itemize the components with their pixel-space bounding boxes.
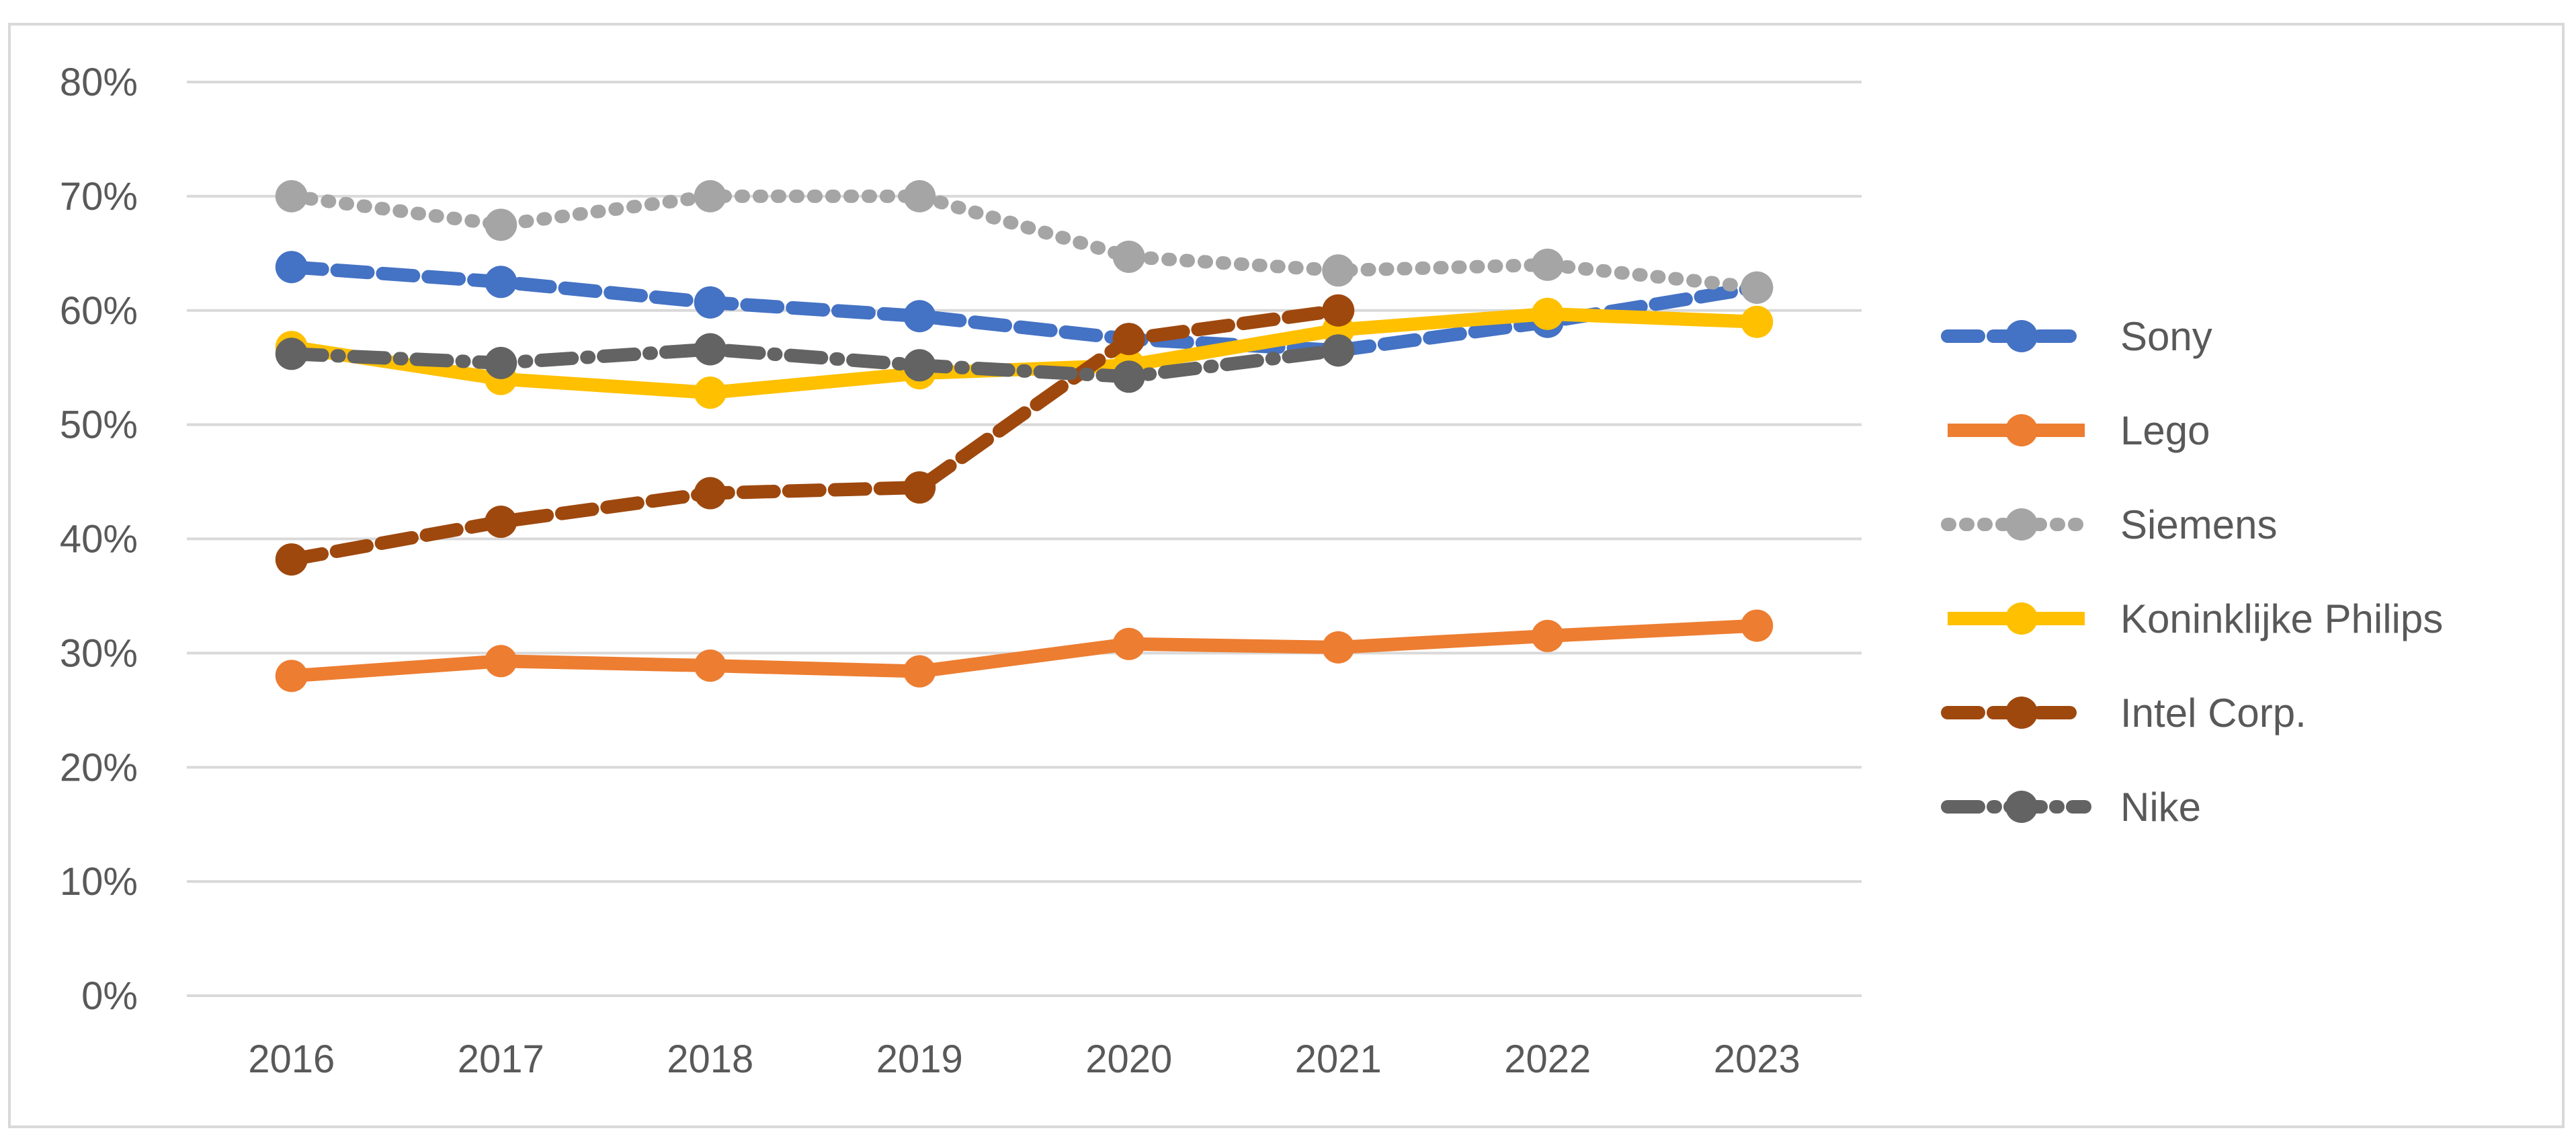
y-tick-label: 40% xyxy=(60,518,138,561)
series-siemens xyxy=(275,180,1774,304)
legend-item[interactable]: Koninklijke Philips xyxy=(1948,596,2443,641)
data-point xyxy=(1112,240,1145,273)
series-line xyxy=(284,260,1764,358)
data-point xyxy=(694,477,726,510)
data-point xyxy=(1322,294,1355,327)
series-line xyxy=(291,619,1757,683)
legend-label: Lego xyxy=(2120,408,2210,453)
data-point xyxy=(1531,248,1564,281)
x-tick-label: 2022 xyxy=(1504,1037,1591,1081)
legend[interactable]: Sony Lego Siemens Koninklijke Philips Intel … xyxy=(1941,314,2443,830)
series-nike xyxy=(275,333,1355,393)
data-point xyxy=(1741,609,1774,642)
data-point xyxy=(1322,631,1355,664)
data-point xyxy=(694,333,726,366)
data-point xyxy=(1112,360,1145,393)
chart-border xyxy=(8,23,2565,1128)
gridlines xyxy=(187,81,1862,997)
data-point xyxy=(903,180,936,212)
legend-marker xyxy=(2005,320,2038,352)
data-point xyxy=(485,266,517,299)
x-tick-label: 2016 xyxy=(248,1037,335,1081)
data-point xyxy=(1531,619,1564,652)
x-tick-label: 2018 xyxy=(667,1037,753,1081)
data-point xyxy=(903,471,936,504)
data-point xyxy=(485,208,517,241)
legend-item[interactable]: Sony xyxy=(1941,314,2212,359)
x-tick-label: 2023 xyxy=(1714,1037,1800,1081)
x-tick-label: 2021 xyxy=(1295,1037,1382,1081)
data-point xyxy=(275,251,308,284)
legend-item[interactable]: Intel Corp. xyxy=(1941,690,2307,736)
data-point xyxy=(1531,297,1564,330)
y-tick-label: 50% xyxy=(60,403,138,447)
data-point xyxy=(903,655,936,688)
y-axis: 0% 10% 20% 30% 40% 50% 60% 70% 80% xyxy=(60,61,138,1018)
data-point xyxy=(1112,323,1145,356)
x-tick-label: 2020 xyxy=(1085,1037,1172,1081)
series-lego xyxy=(275,609,1774,693)
legend-marker xyxy=(2005,791,2038,823)
data-point xyxy=(903,349,936,382)
y-tick-label: 80% xyxy=(60,61,138,104)
series-line xyxy=(284,189,1764,294)
legend-item[interactable]: Siemens xyxy=(1941,502,2277,547)
data-point xyxy=(694,286,726,319)
y-tick-label: 30% xyxy=(60,631,138,675)
data-point xyxy=(694,180,726,212)
y-tick-label: 0% xyxy=(81,974,138,1018)
legend-item[interactable]: Nike xyxy=(1941,785,2201,830)
data-point xyxy=(903,300,936,333)
legend-label: Siemens xyxy=(2120,502,2277,547)
x-axis: 2016 2017 2018 2019 2020 2021 2022 2023 xyxy=(248,1037,1800,1081)
legend-label: Koninklijke Philips xyxy=(2120,596,2443,641)
y-tick-label: 70% xyxy=(60,175,138,219)
data-point xyxy=(275,543,308,576)
data-point xyxy=(485,645,517,678)
data-point xyxy=(1741,305,1774,338)
y-tick-label: 60% xyxy=(60,289,138,333)
data-point xyxy=(485,346,517,379)
legend-marker xyxy=(2005,697,2038,729)
data-point xyxy=(485,506,517,539)
series-line xyxy=(284,303,1345,567)
legend-marker xyxy=(2005,414,2038,446)
data-point xyxy=(1741,271,1774,304)
data-point xyxy=(275,180,308,212)
series-intel-corp xyxy=(275,294,1355,576)
y-tick-label: 20% xyxy=(60,746,138,789)
series-line xyxy=(284,342,1345,384)
y-tick-label: 10% xyxy=(60,860,138,904)
x-tick-label: 2019 xyxy=(876,1037,963,1081)
legend-marker xyxy=(2005,602,2038,635)
data-point xyxy=(275,338,308,370)
data-point xyxy=(275,660,308,693)
data-point xyxy=(1322,334,1355,367)
x-tick-label: 2017 xyxy=(458,1037,544,1081)
series-layer xyxy=(275,180,1774,693)
legend-item[interactable]: Lego xyxy=(1948,408,2210,453)
legend-label: Nike xyxy=(2120,785,2201,830)
data-point xyxy=(694,377,726,409)
legend-marker xyxy=(2005,508,2038,541)
data-point xyxy=(1322,254,1355,287)
data-point xyxy=(694,649,726,682)
legend-label: Intel Corp. xyxy=(2120,690,2307,736)
legend-label: Sony xyxy=(2120,314,2212,359)
data-point xyxy=(1112,627,1145,660)
